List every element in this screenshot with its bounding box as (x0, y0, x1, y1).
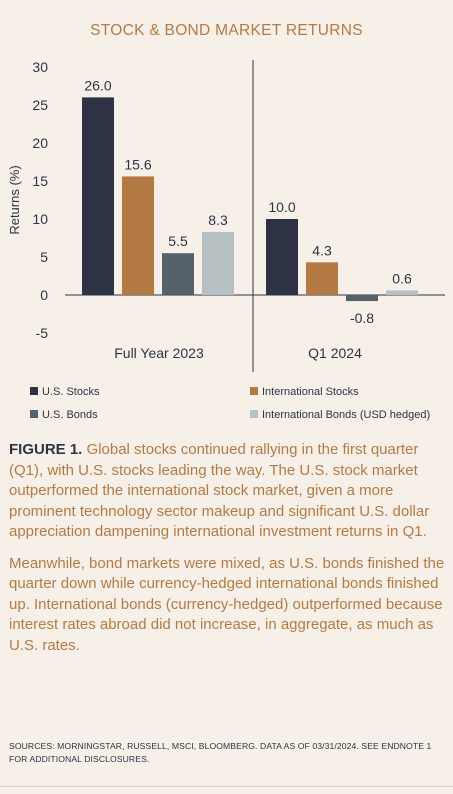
y-tick-label: 20 (32, 135, 48, 151)
legend-us-stocks: U.S. Stocks (30, 386, 99, 398)
bar (266, 219, 298, 295)
x-group-label: Full Year 2023 (114, 345, 204, 361)
data-label: 8.3 (208, 212, 228, 228)
figure-label: FIGURE 1. (9, 441, 83, 458)
bar (202, 231, 234, 295)
data-label: 26.0 (84, 77, 111, 93)
data-label: 0.6 (392, 270, 412, 286)
legend-label: U.S. Bonds (42, 409, 98, 421)
y-tick-label: -5 (36, 325, 49, 341)
caption-text-1: Global stocks continued rallying in the … (9, 441, 430, 540)
legend-label: International Stocks (262, 386, 359, 398)
data-label: -0.8 (350, 310, 374, 326)
bar (386, 290, 418, 295)
legend-label: International Bonds (USD hedged) (262, 409, 431, 421)
data-label: 10.0 (268, 199, 295, 215)
y-tick-label: 25 (32, 97, 48, 113)
bar (122, 176, 154, 295)
bottom-divider (0, 786, 453, 787)
bar-chart: 30 25 20 15 10 5 0 -5 Returns (%) 26.0 15.6 5.5 8.3 1… (7, 59, 445, 372)
legend-intl-stocks: International Stocks (250, 386, 359, 398)
legend-swatch (250, 410, 258, 418)
y-tick-label: 30 (32, 59, 48, 75)
y-tick-label: 10 (32, 211, 48, 227)
data-label: 15.6 (124, 156, 151, 172)
y-tick-label: 15 (32, 173, 48, 189)
bar (162, 253, 194, 295)
legend-swatch (250, 387, 258, 395)
bar (306, 262, 338, 295)
chart-title: STOCK & BOND MARKET RETURNS (90, 22, 363, 39)
legend-us-bonds: U.S. Bonds (30, 409, 98, 421)
legend-swatch (30, 410, 38, 418)
y-axis-label: Returns (%) (7, 165, 22, 234)
bar (346, 295, 378, 302)
caption-paragraph-1: FIGURE 1. Global stocks continued rallyi… (9, 440, 449, 543)
data-label: 4.3 (312, 242, 332, 258)
caption-paragraph-2: Meanwhile, bond markets were mixed, as U… (9, 554, 445, 654)
legend-swatch (30, 387, 38, 395)
sources-note: SOURCES: MORNINGSTAR, RUSSELL, MSCI, BLO… (9, 741, 432, 764)
figure-caption: FIGURE 1. Global stocks continued rallyi… (9, 440, 449, 656)
x-group-label: Q1 2024 (308, 345, 362, 361)
bar (82, 97, 114, 296)
legend-label: U.S. Stocks (42, 386, 100, 398)
y-tick-label: 0 (40, 287, 48, 303)
data-label: 5.5 (168, 233, 188, 249)
y-tick-label: 5 (40, 249, 48, 265)
legend-intl-bonds: International Bonds (USD hedged) (250, 409, 430, 421)
